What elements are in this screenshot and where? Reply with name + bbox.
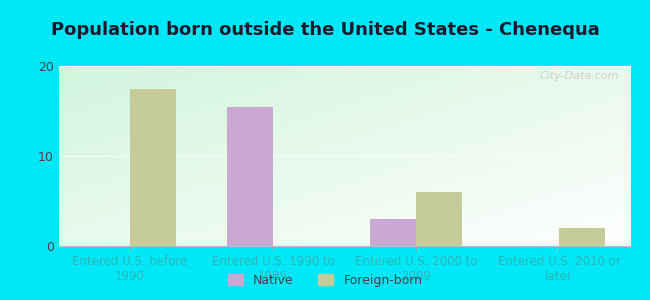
Bar [370, 219, 416, 246]
Bar [559, 228, 604, 246]
Text: City-Data.com: City-Data.com [540, 71, 619, 81]
Bar [227, 106, 273, 246]
Legend: Native, Foreign-born: Native, Foreign-born [224, 270, 426, 291]
Bar [130, 88, 176, 246]
Bar [416, 192, 462, 246]
Text: Population born outside the United States - Chenequa: Population born outside the United State… [51, 21, 599, 39]
